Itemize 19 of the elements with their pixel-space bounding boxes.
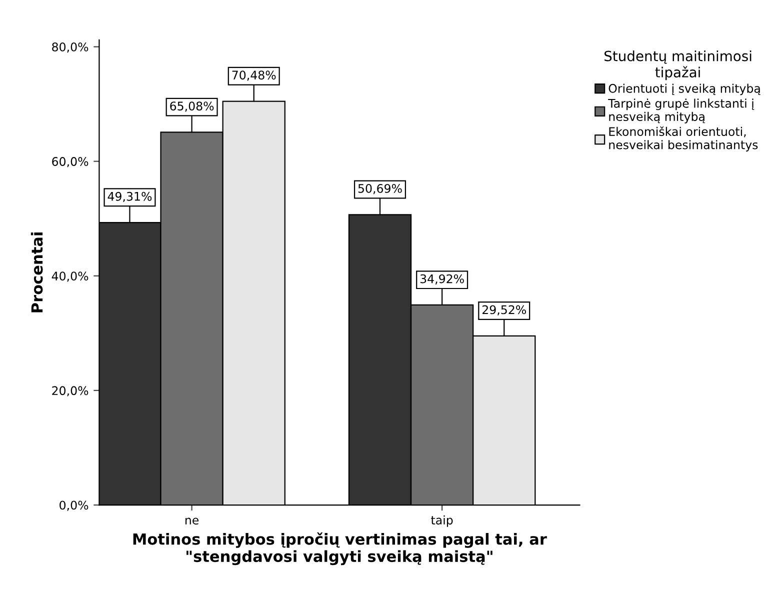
y-tick-label: 80,0% xyxy=(52,42,88,53)
legend-label: Ekonomiškai orientuoti, nesveikai besimatinantys xyxy=(609,126,758,152)
data-label: 50,69% xyxy=(358,184,402,194)
legend-label: Orientuoti į sveiką mitybą xyxy=(608,84,760,96)
x-tick-label: ne xyxy=(185,518,199,525)
data-label: 29,52% xyxy=(482,305,526,316)
x-tick-label: taip xyxy=(431,515,453,527)
y-tick-label: 20,0% xyxy=(52,386,88,396)
y-tick-label: 40,0% xyxy=(52,272,88,282)
data-label: 65,08% xyxy=(170,102,214,112)
legend-label: Tarpinė grupė linkstanti į nesveiką mitybą xyxy=(608,98,754,124)
y-tick-label: 0,0% xyxy=(60,500,88,511)
data-label: 70,48% xyxy=(232,70,276,81)
data-label: 49,31% xyxy=(108,192,152,202)
y-tick-label: 60,0% xyxy=(52,157,88,168)
data-label: 34,92% xyxy=(420,274,464,284)
x-axis-title: Motinos mitybos įpročių vertinimas pagal tai, ar "stengdavosi valgyti sveiką maistą" xyxy=(133,532,547,566)
y-axis-title: Procentai xyxy=(30,232,43,312)
legend-title: Studentų maitinimosi tipažai xyxy=(604,50,752,80)
